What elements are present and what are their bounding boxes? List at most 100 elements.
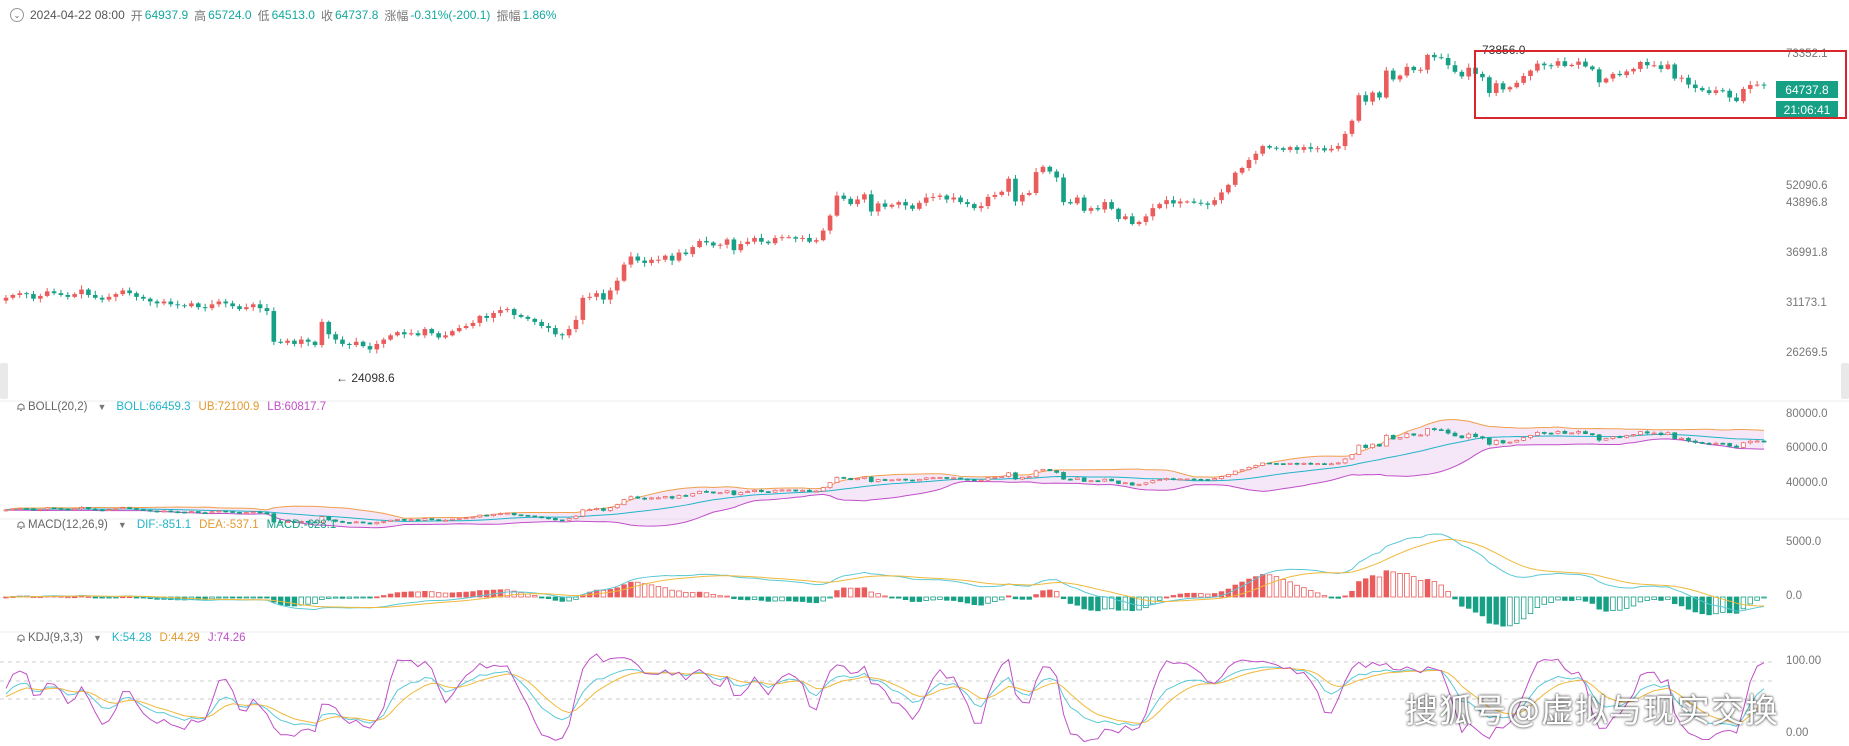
mini-body xyxy=(896,478,902,481)
mini-body xyxy=(1246,466,1252,471)
candle-body xyxy=(1514,82,1520,88)
macd-bar xyxy=(992,596,998,603)
macd-bar xyxy=(841,587,847,598)
mini-body xyxy=(1445,429,1451,434)
macd-dea-line xyxy=(5,538,1765,609)
mini-body xyxy=(216,510,222,513)
mini-body xyxy=(395,519,400,521)
mini-body xyxy=(601,508,606,511)
candle-body xyxy=(1329,148,1334,151)
candle-body xyxy=(669,255,675,261)
boll-dropdown-icon[interactable]: ▼ xyxy=(97,402,107,412)
macd-bar xyxy=(1040,590,1046,598)
candle-body xyxy=(965,202,970,205)
mini-body xyxy=(1329,463,1334,466)
mini-body xyxy=(1569,432,1575,435)
mini-body xyxy=(86,507,91,510)
candle-body xyxy=(621,264,627,281)
mini-body xyxy=(1212,478,1217,481)
mini-body xyxy=(305,520,311,523)
candle-body xyxy=(326,321,332,335)
mini-body xyxy=(1383,435,1389,447)
collapse-icon[interactable]: ⌄ xyxy=(10,8,24,22)
macd-bar xyxy=(1534,596,1541,608)
mini-body xyxy=(1377,443,1382,447)
macd-bar xyxy=(1610,596,1616,611)
macd-bar xyxy=(1493,596,1499,625)
kdj-j-line xyxy=(5,653,1765,743)
macd-bar xyxy=(1122,596,1129,611)
mini-body xyxy=(1610,436,1616,439)
candle-body xyxy=(594,293,599,297)
candle-body xyxy=(841,195,847,199)
macd-bar xyxy=(387,593,394,598)
candle-body xyxy=(292,340,297,344)
macd-dif-value: DIF:-851.1 xyxy=(136,519,192,531)
candle-body xyxy=(958,197,963,203)
macd-bar xyxy=(683,591,689,598)
macd-bar xyxy=(772,596,778,602)
candle-body xyxy=(800,237,805,239)
kdj-dropdown-icon[interactable]: ▼ xyxy=(92,633,102,643)
candle-body xyxy=(463,325,469,329)
candle-body xyxy=(1342,133,1348,147)
kdj-name[interactable]: KDJ(9,3,3) xyxy=(28,632,83,644)
mini-body xyxy=(1026,476,1032,479)
candle-body xyxy=(154,301,160,304)
candle-body xyxy=(1363,95,1369,102)
candle-body xyxy=(1569,64,1575,67)
mini-body xyxy=(1280,463,1286,465)
mini-body xyxy=(800,489,805,492)
mini-body xyxy=(37,508,43,511)
mini-body xyxy=(546,517,551,520)
macd-bar xyxy=(806,596,813,603)
boll-name[interactable]: BOLL(20,2) xyxy=(28,401,88,413)
mini-body xyxy=(752,489,757,492)
candle-body xyxy=(1157,204,1162,209)
mini-body xyxy=(985,477,991,481)
macd-bar xyxy=(1562,596,1568,601)
candle-body xyxy=(195,303,201,308)
macd-bar xyxy=(669,589,675,598)
macd-bar xyxy=(71,596,78,599)
bell-icon[interactable] xyxy=(16,402,26,412)
candle-body xyxy=(944,195,950,200)
candle-body xyxy=(717,244,723,246)
right-scroll-handle[interactable] xyxy=(1841,363,1849,399)
macd-bar xyxy=(1033,594,1039,598)
candle-body xyxy=(917,202,922,209)
mini-body xyxy=(1088,480,1094,483)
mini-body xyxy=(1493,440,1499,445)
macd-bar xyxy=(1314,592,1321,598)
macd-bar xyxy=(65,596,71,599)
candle-body xyxy=(930,196,936,198)
candle-body xyxy=(175,304,180,306)
mini-body xyxy=(1363,444,1369,448)
left-scroll-handle[interactable] xyxy=(0,363,8,399)
bell-icon[interactable] xyxy=(16,520,26,530)
candle-body xyxy=(1164,200,1169,205)
kdj-legend: KDJ(9,3,3) ▼ K:54.28 D:44.29 J:74.26 xyxy=(16,632,254,644)
macd-bar xyxy=(1658,596,1664,601)
candle-body xyxy=(642,260,647,263)
macd-dropdown-icon[interactable]: ▼ xyxy=(117,520,127,530)
candle-body xyxy=(628,256,634,265)
candle-body xyxy=(711,242,716,246)
candle-body xyxy=(1239,167,1245,173)
mini-body xyxy=(99,509,105,512)
mini-body xyxy=(1651,432,1657,435)
candle-body xyxy=(724,239,730,245)
mini-body xyxy=(353,521,359,524)
close-value: 64737.8 xyxy=(334,8,379,22)
macd-bar xyxy=(1335,596,1341,599)
macd-bar xyxy=(326,596,332,599)
mini-body xyxy=(930,477,936,480)
bell-icon[interactable] xyxy=(16,633,26,643)
macd-bar xyxy=(1390,571,1396,598)
mini-body xyxy=(292,521,297,523)
mini-body xyxy=(31,508,36,511)
mini-body xyxy=(436,519,441,522)
macd-bar xyxy=(717,595,723,598)
macd-name[interactable]: MACD(12,26,9) xyxy=(28,519,108,531)
